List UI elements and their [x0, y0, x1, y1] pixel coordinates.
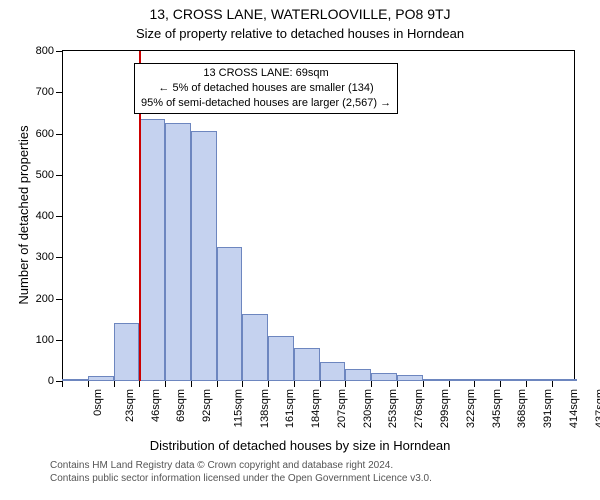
histogram-bar [526, 379, 552, 381]
x-tick-label: 414sqm [568, 389, 580, 428]
histogram-bar [217, 247, 243, 381]
x-axis-label: Distribution of detached houses by size … [0, 438, 600, 453]
histogram-bar [474, 379, 500, 381]
x-tick-label: 345sqm [491, 389, 503, 428]
histogram-bar [242, 314, 268, 381]
y-axis-label: Number of detached properties [16, 50, 31, 380]
x-tick-label: 299sqm [439, 389, 451, 428]
annotation-line-2: ← 5% of detached houses are smaller (134… [141, 81, 391, 96]
y-tick-label: 300 [36, 251, 62, 263]
x-tick [191, 381, 192, 387]
x-tick-label: 161sqm [285, 389, 297, 428]
histogram-bar [114, 323, 140, 381]
x-tick [371, 381, 372, 387]
y-tick-label: 800 [36, 45, 62, 57]
x-tick-label: 276sqm [413, 389, 425, 428]
y-tick-label: 100 [36, 334, 62, 346]
x-tick-label: 230sqm [362, 389, 374, 428]
x-tick [526, 381, 527, 387]
y-tick-label: 0 [48, 375, 62, 387]
x-tick-label: 46sqm [150, 389, 162, 422]
x-tick-label: 115sqm [232, 389, 244, 427]
x-tick-label: 184sqm [310, 389, 322, 428]
x-tick [242, 381, 243, 387]
y-axis [62, 51, 63, 381]
x-tick [397, 381, 398, 387]
y-tick-label: 600 [36, 128, 62, 140]
x-tick [114, 381, 115, 387]
histogram-bar [552, 379, 578, 381]
page-subtitle: Size of property relative to detached ho… [0, 26, 600, 41]
x-tick-label: 322sqm [465, 389, 477, 428]
x-tick [552, 381, 553, 387]
histogram-bar [423, 379, 449, 381]
histogram-bar [139, 119, 165, 381]
x-tick-label: 69sqm [175, 389, 187, 422]
footer-line-1: Contains HM Land Registry data © Crown c… [50, 460, 590, 473]
x-tick-label: 207sqm [336, 389, 348, 428]
histogram-bar [294, 348, 320, 381]
histogram-bar [268, 336, 294, 381]
x-tick-label: 437sqm [594, 389, 600, 428]
histogram-bar [397, 375, 423, 381]
annotation-line-1: 13 CROSS LANE: 69sqm [141, 66, 391, 81]
x-tick-label: 138sqm [259, 389, 271, 428]
x-tick-label: 0sqm [92, 389, 104, 416]
histogram-bar [449, 379, 475, 381]
x-tick [139, 381, 140, 387]
x-tick [500, 381, 501, 387]
histogram-bar [371, 373, 397, 381]
y-tick-label: 200 [36, 293, 62, 305]
x-tick-label: 391sqm [542, 389, 554, 428]
histogram-bar [500, 379, 526, 381]
x-tick [62, 381, 63, 387]
x-tick [217, 381, 218, 387]
histogram-bar [165, 123, 191, 381]
x-tick-label: 23sqm [124, 389, 136, 422]
attribution-footer: Contains HM Land Registry data © Crown c… [50, 460, 590, 485]
histogram-bar [320, 362, 346, 381]
x-tick [268, 381, 269, 387]
x-tick [165, 381, 166, 387]
annotation-line-3: 95% of semi-detached houses are larger (… [141, 96, 391, 111]
x-tick [474, 381, 475, 387]
annotation-box: 13 CROSS LANE: 69sqm← 5% of detached hou… [134, 63, 398, 114]
histogram-bar [191, 131, 217, 381]
x-tick [88, 381, 89, 387]
y-tick-label: 700 [36, 86, 62, 98]
chart-plot-area: 01002003004005006007008000sqm23sqm46sqm6… [62, 50, 575, 381]
x-tick [449, 381, 450, 387]
page-title: 13, CROSS LANE, WATERLOOVILLE, PO8 9TJ [0, 6, 600, 22]
x-tick [345, 381, 346, 387]
x-tick-label: 368sqm [516, 389, 528, 428]
histogram-bar [345, 369, 371, 381]
y-tick-label: 400 [36, 210, 62, 222]
histogram-bar [88, 376, 114, 381]
x-tick [320, 381, 321, 387]
y-tick-label: 500 [36, 169, 62, 181]
histogram-bar [62, 379, 88, 381]
x-tick [294, 381, 295, 387]
x-tick-label: 253sqm [388, 389, 400, 428]
x-tick-label: 92sqm [201, 389, 213, 422]
footer-line-2: Contains public sector information licen… [50, 473, 590, 486]
x-tick [423, 381, 424, 387]
